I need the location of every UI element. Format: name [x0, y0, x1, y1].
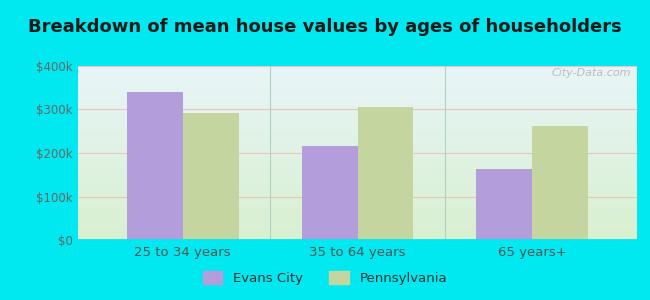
- Bar: [476, 169, 532, 240]
- Bar: [183, 112, 239, 240]
- Text: City-Data.com: City-Data.com: [552, 68, 631, 78]
- Legend: Evans City, Pennsylvania: Evans City, Pennsylvania: [198, 266, 452, 290]
- Bar: [532, 126, 588, 240]
- Bar: [127, 92, 183, 240]
- Bar: [302, 146, 358, 240]
- Bar: [358, 107, 413, 240]
- Text: Breakdown of mean house values by ages of householders: Breakdown of mean house values by ages o…: [28, 18, 622, 36]
